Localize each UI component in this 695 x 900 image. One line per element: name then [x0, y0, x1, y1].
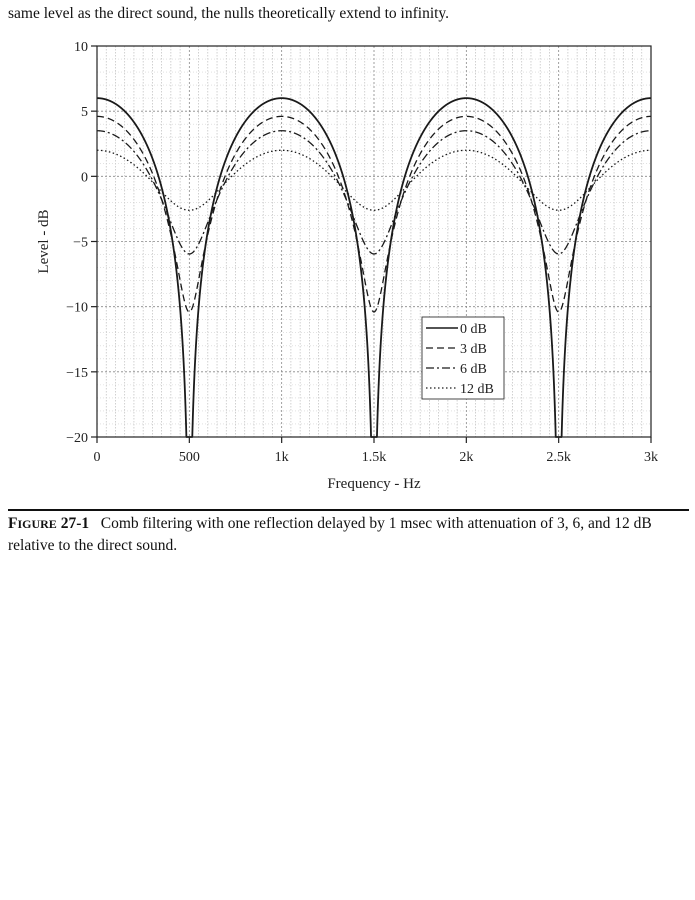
legend-label: 0 dB [460, 322, 487, 337]
series-line-3db [97, 115, 651, 313]
y-tick-label: 10 [74, 40, 88, 55]
x-tick-label: 1k [275, 450, 289, 465]
legend-label: 6 dB [460, 362, 487, 377]
legend: 0 dB 3 dB 6 dB 12 dB [421, 316, 505, 400]
y-tick-label: −20 [66, 431, 88, 446]
figure-number: FIGURE 27-1 [8, 515, 89, 532]
x-tick-label: 0 [94, 450, 101, 465]
major-grid [97, 46, 651, 437]
series-line-12db [97, 149, 651, 211]
figure-label-initial: F [8, 515, 18, 532]
caption-text: Comb filtering with one reflection delay… [8, 515, 652, 554]
axis-ticks [91, 45, 652, 443]
figure-label-number: 27-1 [60, 515, 90, 532]
figure-caption: FIGURE 27-1 Comb filtering with one refl… [8, 513, 680, 556]
lead-text: same level as the direct sound, the null… [8, 5, 450, 22]
y-tick-label: −15 [66, 366, 88, 381]
x-tick-label: 2.5k [546, 450, 571, 465]
caption-rule [8, 509, 689, 511]
figure-label-rest: IGURE [17, 517, 57, 531]
series-line-6db [97, 130, 651, 255]
y-tick-label: 5 [81, 105, 88, 120]
tick-labels: 0 500 1k 1.5k 2k 2.5k 3k 10 5 0 −5 −10 −15 −20 [66, 40, 658, 465]
y-tick-label: 0 [81, 170, 88, 185]
legend-box [421, 316, 505, 400]
comb-filter-chart: 0 500 1k 1.5k 2k 2.5k 3k 10 5 0 −5 −10 −15 −20 Freque… [36, 40, 658, 492]
y-tick-label: −5 [73, 236, 88, 251]
x-tick-label: 2k [459, 450, 473, 465]
x-tick-label: 500 [179, 450, 200, 465]
y-axis-label: Level - dB [36, 209, 52, 273]
legend-label: 3 dB [460, 342, 487, 357]
legend-label: 12 dB [460, 382, 494, 397]
x-axis-label: Frequency - Hz [327, 476, 421, 492]
x-tick-label: 1.5k [362, 450, 387, 465]
x-tick-label: 3k [644, 450, 658, 465]
y-tick-label: −10 [66, 301, 88, 316]
